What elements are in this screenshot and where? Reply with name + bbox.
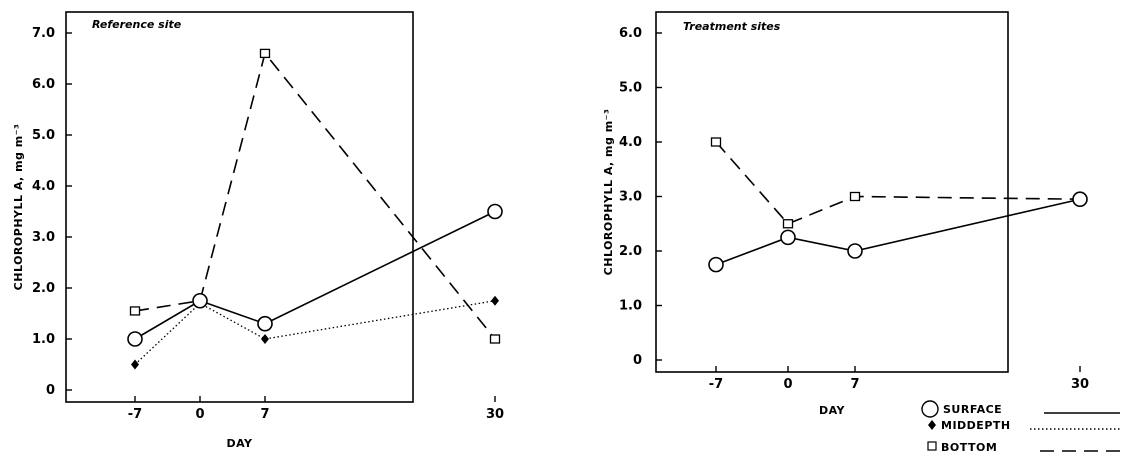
series-line-bottom-1	[134, 51, 496, 340]
panel-1-frame	[65, 11, 414, 403]
y-tick-label-2-4: 4.0	[619, 135, 642, 150]
panel-title-2: Treatment sites	[683, 20, 781, 33]
middepth-1-point-3	[491, 295, 499, 306]
y-tick-label-1-3: 3.0	[32, 230, 55, 245]
y-tick-label-1-1: 1.0	[32, 332, 55, 347]
y-tick-label-1-6: 6.0	[32, 77, 55, 92]
panel-2-frame	[655, 11, 1009, 373]
x-tick-label-2-1: 0	[783, 377, 792, 392]
y-tick-label-2-5: 5.0	[619, 81, 642, 96]
surface-1-point-2	[257, 315, 273, 332]
y-tick-label-2-6: 6.0	[619, 26, 642, 41]
y-tick-label-1-0: 0	[46, 383, 55, 398]
series-line-bottom-2	[715, 141, 1081, 225]
y-tick-label-1-5: 5.0	[32, 128, 55, 143]
bottom-1-point-0	[129, 306, 141, 316]
legend-label-middepth: MIDDEPTH	[941, 419, 1011, 432]
middepth-1-point-0	[131, 359, 139, 370]
legend-marker-surface	[921, 400, 939, 418]
x-tick-label-2-0: -7	[709, 377, 723, 392]
middepth-1-point-2	[261, 334, 269, 344]
bottom-1-point-3	[489, 334, 501, 344]
bottom-1-point-2	[259, 48, 271, 59]
x-tick-label-2-3: 30	[1071, 377, 1089, 392]
surface-1-point-0	[127, 331, 143, 347]
legend-marker-bottom	[927, 441, 937, 451]
y-tick-label-1-4: 4.0	[32, 179, 55, 194]
y-tick-label-2-2: 2.0	[619, 244, 642, 259]
series-line-middepth-1	[134, 300, 496, 365]
x-axis-title-1: DAY	[226, 437, 253, 450]
bottom-2-point-2	[849, 191, 861, 202]
series-line-surface-1	[134, 210, 496, 340]
bottom-2-point-1	[782, 219, 794, 229]
x-tick-label-1-3: 30	[486, 407, 504, 422]
y-tick-label-2-0: 0	[633, 353, 642, 368]
x-axis-title-2: DAY	[819, 404, 846, 417]
x-tick-label-1-1: 0	[195, 407, 204, 422]
panel-title-1: Reference site	[92, 18, 182, 31]
legend-marker-middepth	[928, 420, 936, 430]
series-line-surface-2	[715, 198, 1081, 266]
y-tick-label-2-3: 3.0	[619, 190, 642, 205]
y-tick-label-1-2: 2.0	[32, 281, 55, 296]
surface-2-point-3	[1072, 191, 1088, 208]
legend-label-surface: SURFACE	[943, 403, 1002, 416]
surface-1-point-3	[487, 203, 503, 220]
x-tick-label-1-2: 7	[260, 407, 269, 422]
surface-2-point-1	[780, 229, 796, 246]
bottom-2-point-0	[710, 137, 722, 147]
y-axis-title-1: CHLOROPHYLL A, mg m⁻³	[12, 124, 25, 291]
y-tick-label-2-1: 1.0	[619, 299, 642, 314]
x-tick-label-1-0: -7	[128, 407, 142, 422]
legend-label-bottom: BOTTOM	[941, 441, 997, 454]
y-tick-label-1-7: 7.0	[32, 26, 55, 41]
y-axis-title-2: CHLOROPHYLL A, mg m⁻³	[602, 109, 615, 276]
x-tick-label-2-2: 7	[850, 377, 859, 392]
surface-2-point-0	[708, 256, 724, 273]
surface-1-point-1	[192, 292, 208, 309]
surface-2-point-2	[847, 243, 863, 259]
